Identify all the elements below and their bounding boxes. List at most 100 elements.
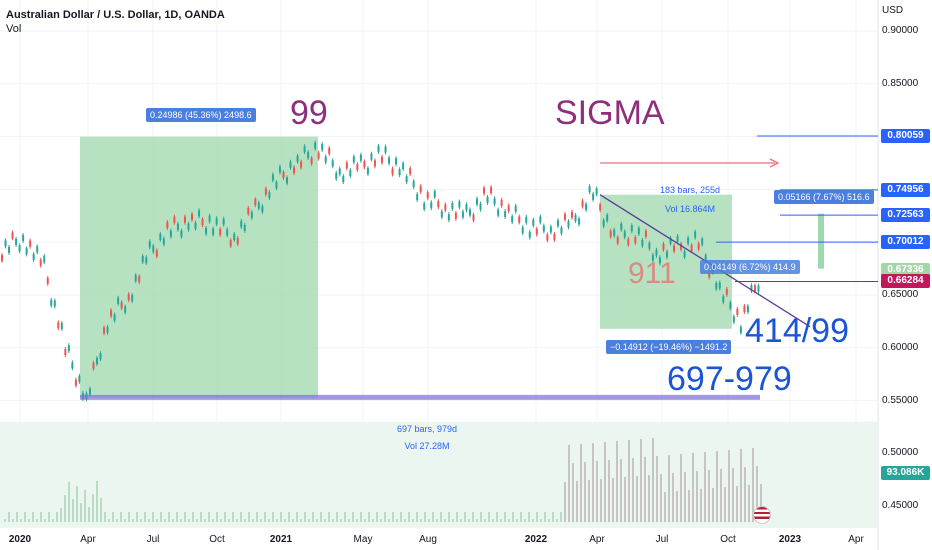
volume-bar (236, 519, 238, 522)
volume-bar (616, 441, 618, 522)
drawing-tools (80, 135, 878, 400)
price-candle-body (324, 156, 327, 163)
volume-bar (244, 519, 246, 522)
volume-bar (12, 519, 14, 522)
volume-bar (368, 512, 370, 522)
annotation-911[interactable]: 911 (628, 257, 676, 290)
annotation-99[interactable]: 99 (290, 94, 328, 132)
volume-bar (364, 519, 366, 522)
price-candle-body (296, 155, 299, 162)
volume-bar (448, 512, 450, 522)
price-candle-body (476, 198, 478, 205)
price-candle-body (409, 168, 412, 175)
price-candle-body (567, 221, 570, 228)
price-candle-body (110, 310, 113, 317)
price-candle-body (673, 245, 676, 252)
volume-bar (176, 512, 178, 522)
price-candle-body (18, 245, 21, 252)
price-candle-body (729, 302, 732, 309)
price-candle-body (602, 220, 605, 227)
price-level-badge[interactable]: 93.086K (881, 466, 930, 480)
annotation-414-99[interactable]: 414/99 (745, 312, 849, 350)
annotation-sigma[interactable]: SIGMA (555, 94, 665, 132)
left-range-label[interactable]: 0.24986 (45.36%) 2498.6 (146, 108, 256, 122)
price-level-badge[interactable]: 0.74956 (881, 182, 930, 197)
volume-bar (636, 476, 638, 522)
right-down-label[interactable]: −0.14912 (−19.46%) −1491.2 (606, 340, 732, 354)
volume-bar (604, 442, 606, 522)
price-candle-body (613, 229, 616, 236)
volume-bar (64, 495, 66, 522)
volume-bar (652, 438, 654, 522)
price-tick-label: 0.85000 (882, 77, 919, 89)
price-candle-body (563, 213, 566, 220)
arrow-head (769, 158, 780, 168)
price-level-badge[interactable]: 0.80059 (881, 128, 930, 143)
price-candle-body (180, 230, 183, 237)
price-candle-body (402, 163, 405, 170)
price-candle-body (201, 219, 204, 226)
volume-bar (340, 519, 342, 522)
bottom-bars-label: 697 bars, 979d (396, 424, 458, 434)
price-candle-body (419, 186, 422, 193)
symbol-title[interactable]: Australian Dollar / U.S. Dollar, 1D, OAN… (6, 9, 225, 21)
volume-bar (388, 519, 390, 522)
volume-bar (568, 445, 570, 522)
volume-bar (40, 512, 42, 522)
price-candle-body (103, 327, 106, 334)
price-candle-body (264, 188, 267, 195)
price-candle-body (461, 211, 464, 218)
price-candle-body (338, 168, 341, 175)
up-range-label[interactable]: 0.05166 (7.67%) 516.6 (774, 190, 874, 204)
volume-bar (44, 519, 46, 522)
price-candle-body (528, 231, 531, 238)
volume-bar (736, 486, 738, 522)
volume-bar (644, 457, 646, 522)
volume-bar (132, 519, 134, 522)
volume-bar (620, 459, 622, 522)
price-candle-body (328, 147, 331, 154)
volume-bar (400, 512, 402, 522)
volume-bar (424, 512, 426, 522)
volume-bar (416, 512, 418, 522)
mid-range-label[interactable]: 0.04149 (6.72%) 414.9 (700, 260, 800, 274)
price-level-badge[interactable]: 0.67336 (881, 263, 930, 278)
volume-bar (376, 512, 378, 522)
price-candle-body (641, 239, 644, 246)
volume-bar (464, 512, 466, 522)
time-tick-label: Oct (209, 534, 225, 545)
price-candle-body (391, 168, 394, 175)
volume-bar (352, 512, 354, 522)
price-candle-body (286, 177, 288, 184)
price-candle-body (669, 237, 672, 244)
volume-bar (260, 519, 262, 522)
volume-bar (720, 469, 722, 522)
price-candle-body (1, 255, 3, 262)
volume-bar (676, 491, 678, 522)
price-level-badge[interactable]: 0.72563 (881, 208, 930, 223)
price-level-badge[interactable]: 0.70012 (881, 235, 930, 250)
price-candle-body (444, 204, 447, 211)
volume-bar (396, 519, 398, 522)
price-level-badge[interactable]: 0.66284 (881, 274, 930, 289)
price-candle-body (307, 152, 310, 159)
price-candle-body (60, 322, 63, 329)
price-candle-body (141, 256, 144, 263)
price-candle-body (553, 233, 556, 240)
price-candle-body (451, 202, 454, 209)
price-candle-body (539, 216, 542, 223)
volume-bar (308, 519, 310, 522)
price-candle-body (680, 243, 683, 250)
volume-bar (164, 519, 166, 522)
volume-bar (748, 485, 750, 522)
price-candle-body (440, 211, 443, 218)
annotation-697-979[interactable]: 697-979 (667, 360, 792, 398)
volume-bar (300, 519, 302, 522)
price-candle-body (282, 171, 285, 178)
price-candle-body (405, 176, 408, 183)
volume-bar (48, 512, 50, 522)
volume-bar (508, 519, 510, 522)
price-candle-body (571, 211, 573, 218)
price-candle-body (134, 275, 137, 282)
volume-bar (184, 512, 186, 522)
